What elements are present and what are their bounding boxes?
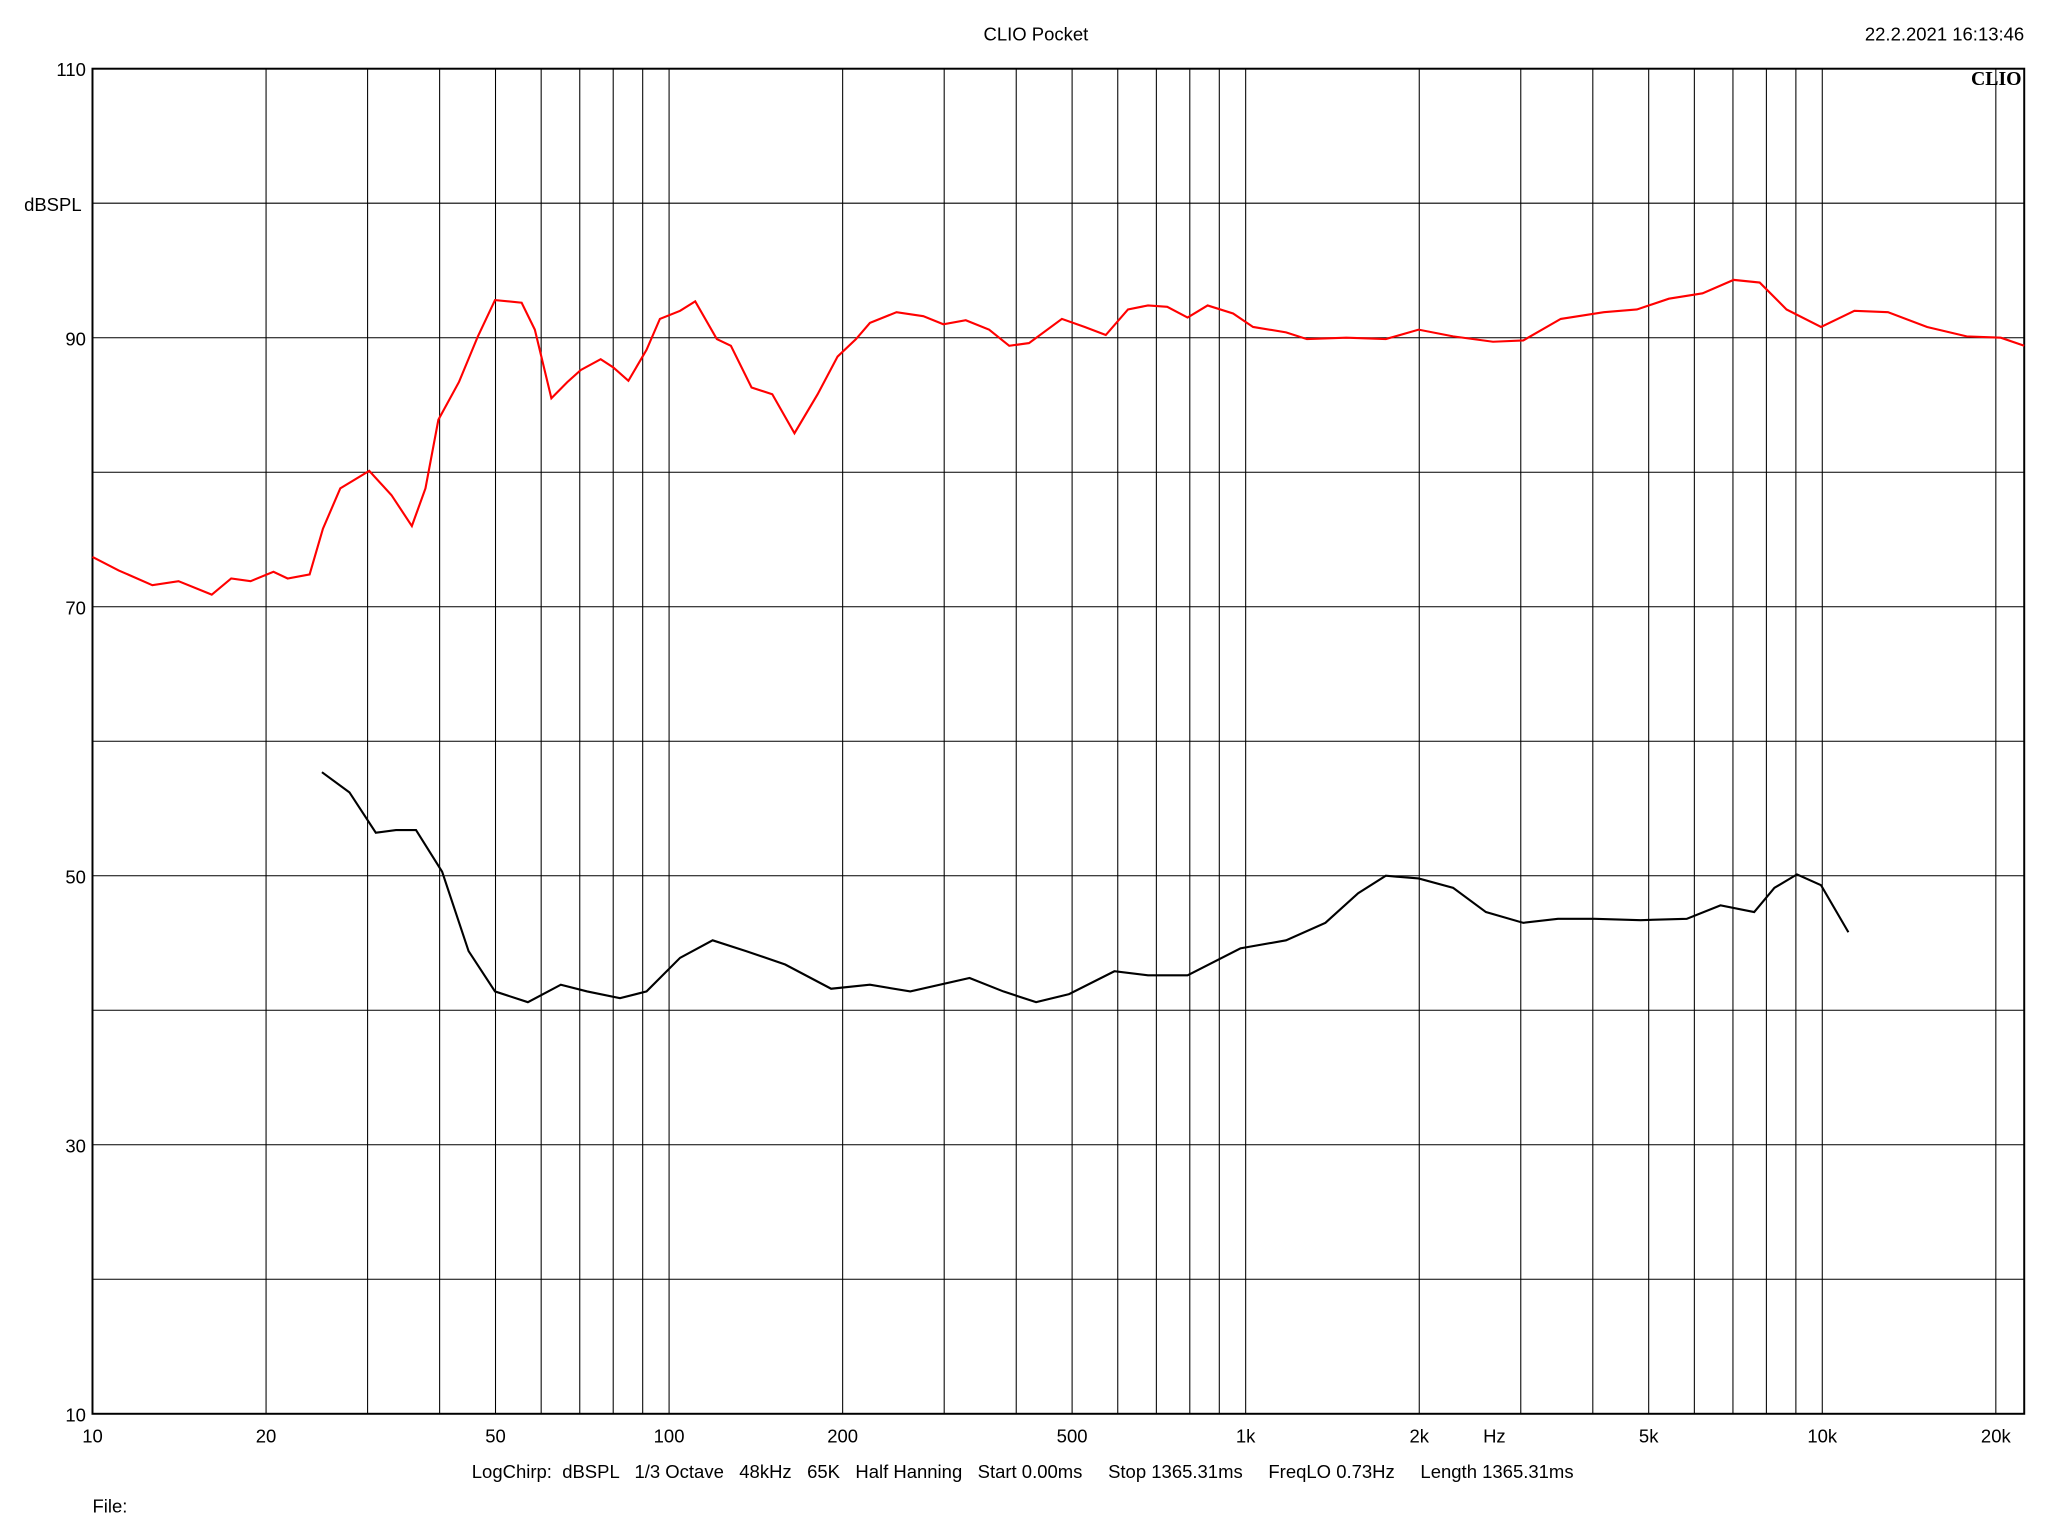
x-tick-label: 200: [827, 1425, 858, 1446]
x-tick-label: 5k: [1639, 1425, 1659, 1446]
y-tick-label: 30: [65, 1135, 86, 1156]
x-tick-label: 20k: [1981, 1425, 2012, 1446]
x-tick-label: 10: [82, 1425, 103, 1446]
y-tick-label: 50: [65, 866, 86, 887]
x-tick-label: 50: [485, 1425, 506, 1446]
x-tick-label: 10k: [1807, 1425, 1838, 1446]
x-tick-label: 2k: [1409, 1425, 1429, 1446]
footer: LogChirp: dBSPL 1/3 Octave 48kHz 65K Hal…: [472, 1461, 1574, 1482]
x-tick-label: 1k: [1236, 1425, 1256, 1446]
y-tick-label: 70: [65, 597, 86, 618]
series-line: [92, 278, 2025, 596]
x-tick-label: 20: [256, 1425, 277, 1446]
timestamp: 22.2.2021 16:13:46: [1865, 24, 2024, 45]
y-tick-label: 110: [56, 59, 85, 80]
y-tick-label: 10: [65, 1404, 86, 1425]
y-tick-label: 90: [65, 328, 86, 349]
chart-title: CLIO Pocket: [983, 24, 1088, 45]
x-tick-label: 100: [654, 1425, 685, 1446]
file-label: File:: [92, 1495, 127, 1516]
x-axis-label: Hz: [1483, 1425, 1506, 1446]
series-line: [321, 771, 1850, 1004]
x-tick-label: 500: [1057, 1425, 1088, 1446]
plot-frame: [91, 67, 2026, 1415]
y-axis-label: dBSPL: [24, 194, 82, 215]
